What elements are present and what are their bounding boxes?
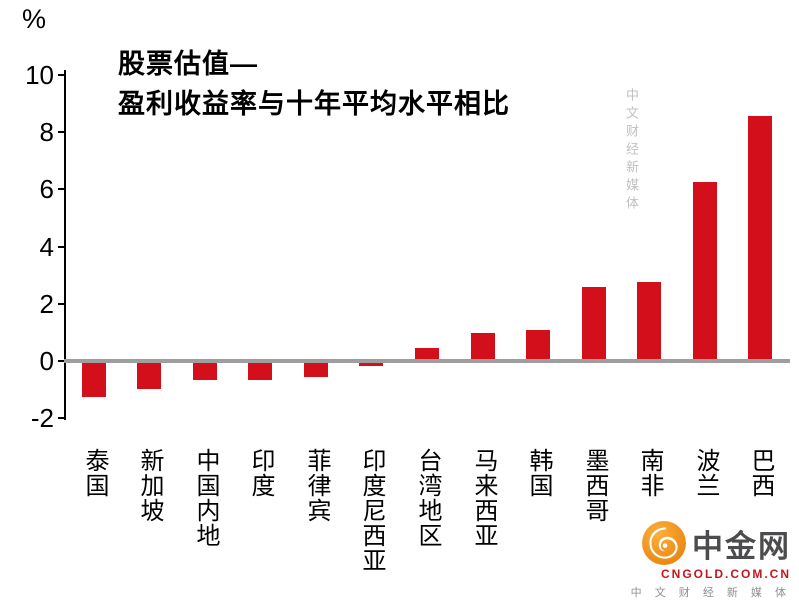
zero-gridline: [64, 359, 790, 363]
bar-韩国: [526, 330, 550, 359]
bar-印度尼西亚: [359, 363, 383, 366]
y-tick-label: 4: [39, 232, 54, 262]
x-axis-label: 台湾地区: [414, 448, 441, 548]
x-axis-label: 波兰: [692, 448, 719, 498]
y-tick-mark: [58, 131, 65, 133]
x-axis-label: 墨西哥: [581, 448, 608, 523]
chart-title: 股票估值— 盈利收益率与十年平均水平相比: [118, 44, 510, 124]
bar-巴西: [748, 116, 772, 359]
x-axis-label: 韩国: [525, 448, 552, 498]
bar-新加坡: [137, 363, 161, 389]
y-tick-label: 10: [25, 60, 54, 90]
x-axis-label: 菲律宾: [303, 448, 330, 523]
cngold-logo-row: 中金网: [641, 520, 791, 566]
x-axis-label: 新加坡: [136, 448, 163, 523]
bar-马来西亚: [471, 333, 495, 359]
bar-菲律宾: [304, 363, 328, 377]
y-tick-label: 0: [39, 346, 54, 376]
y-axis-unit-label: %: [22, 4, 47, 34]
y-tick-label: -2: [30, 403, 54, 433]
x-axis-label: 巴西: [747, 448, 774, 498]
y-axis-line: [64, 70, 66, 420]
x-axis-label: 南非: [636, 448, 663, 498]
bar-南非: [637, 282, 661, 359]
x-axis-label: 马来西亚: [470, 448, 497, 548]
logo-subtitle-text: 中 文 财 经 新 媒 体: [630, 587, 791, 599]
y-tick-mark: [58, 360, 65, 362]
x-axis-label: 印度: [247, 448, 274, 498]
y-tick-label: 2: [39, 289, 54, 319]
vertical-watermark-text: 中文财经新媒体: [624, 88, 639, 214]
y-tick-mark: [58, 246, 65, 248]
y-tick-mark: [58, 417, 65, 419]
bar-泰国: [82, 363, 106, 397]
y-tick-label: 6: [39, 174, 54, 204]
cngold-logo-bird-icon: [642, 521, 686, 565]
y-tick-mark: [58, 188, 65, 190]
x-axis-label: 泰国: [81, 448, 108, 498]
y-tick-mark: [58, 303, 65, 305]
chart-title-line2: 盈利收益率与十年平均水平相比: [118, 89, 510, 119]
y-tick-mark: [58, 74, 65, 76]
y-tick-label: 8: [39, 117, 54, 147]
logo-url-text: CNGOLD.COM.CN: [661, 567, 791, 581]
bar-波兰: [693, 182, 717, 359]
cngold-logo: 中金网 CNGOLD.COM.CN 中 文 财 经 新 媒 体: [631, 520, 791, 600]
bar-台湾地区: [415, 348, 439, 359]
x-axis-label: 印度尼西亚: [358, 448, 385, 573]
x-axis-label: 中国内地: [192, 448, 219, 548]
bar-中国内地: [193, 363, 217, 380]
bar-印度: [248, 363, 272, 380]
bar-墨西哥: [582, 287, 606, 359]
chart-title-line1: 股票估值—: [118, 49, 258, 79]
logo-name-text: 中金网: [692, 528, 791, 564]
